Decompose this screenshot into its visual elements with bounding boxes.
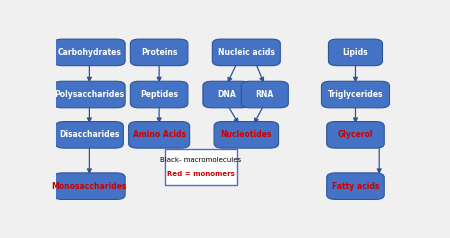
FancyBboxPatch shape (328, 39, 382, 66)
Text: Black- macromolecules: Black- macromolecules (160, 157, 242, 163)
FancyBboxPatch shape (212, 39, 280, 66)
FancyBboxPatch shape (55, 122, 123, 148)
Text: Lipids: Lipids (342, 48, 368, 57)
Text: Nucleotides: Nucleotides (220, 130, 272, 139)
FancyBboxPatch shape (130, 81, 188, 108)
Text: Proteins: Proteins (141, 48, 177, 57)
Text: RNA: RNA (256, 90, 274, 99)
FancyBboxPatch shape (54, 173, 125, 199)
FancyBboxPatch shape (165, 149, 237, 185)
Text: Glycerol: Glycerol (338, 130, 373, 139)
Text: Red = monomers: Red = monomers (167, 171, 235, 177)
Text: Nucleic acids: Nucleic acids (218, 48, 275, 57)
Text: Amino Acids: Amino Acids (133, 130, 186, 139)
FancyBboxPatch shape (327, 122, 384, 148)
FancyBboxPatch shape (327, 173, 384, 199)
FancyBboxPatch shape (241, 81, 288, 108)
FancyBboxPatch shape (214, 122, 279, 148)
Text: DNA: DNA (217, 90, 236, 99)
Text: Fatty acids: Fatty acids (332, 182, 379, 191)
FancyBboxPatch shape (321, 81, 390, 108)
FancyBboxPatch shape (54, 39, 125, 66)
Text: Monosaccharides: Monosaccharides (52, 182, 127, 191)
Text: Polysaccharides: Polysaccharides (54, 90, 125, 99)
Text: Peptides: Peptides (140, 90, 178, 99)
Text: Carbohydrates: Carbohydrates (58, 48, 122, 57)
FancyBboxPatch shape (54, 81, 125, 108)
FancyBboxPatch shape (129, 122, 189, 148)
FancyBboxPatch shape (203, 81, 250, 108)
Text: Disaccharides: Disaccharides (59, 130, 120, 139)
FancyBboxPatch shape (130, 39, 188, 66)
Text: Triglycerides: Triglycerides (328, 90, 383, 99)
